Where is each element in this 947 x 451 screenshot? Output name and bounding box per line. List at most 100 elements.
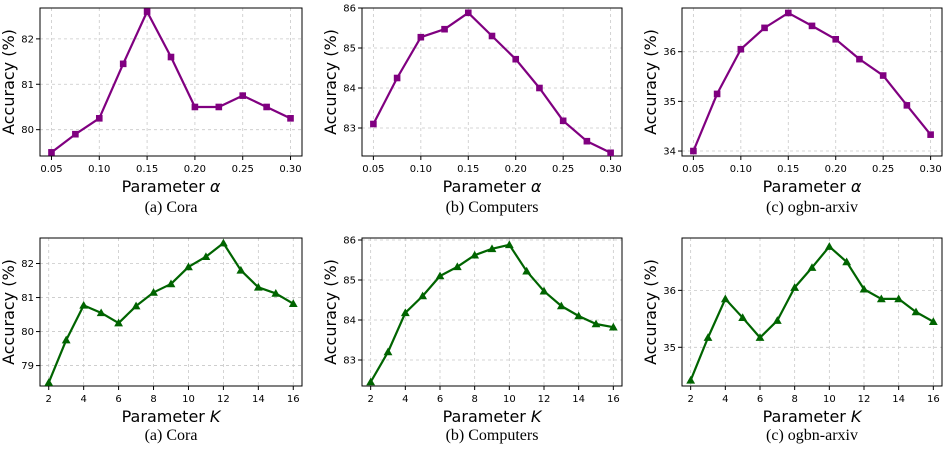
chart-b-computers-alpha: 0.05 0.10 0.15 0.20 0.25 0.30 83 84 85 86 Accuracy… [321,4,623,216]
x-axis-label-text: Parameter [443,407,527,426]
x-axis-label-text: Parameter [443,177,527,196]
x-tick-label: 0.30 [279,164,301,175]
y-axis-label: Accuracy (%) [321,29,340,135]
x-tick-label: 0.25 [872,164,894,175]
x-axis-label: Parameter α [763,177,862,196]
chart-caption: (a) Cora [145,199,198,216]
data-point [894,294,904,303]
data-point [288,299,298,307]
x-tick-label: 12 [858,394,871,405]
data-point [435,271,445,280]
data-point [928,317,938,325]
x-tick-label: 0.25 [232,164,254,175]
data-point [219,238,228,247]
y-tick-label: 34 [663,147,676,158]
y-axis-label: Accuracy (%) [641,259,660,365]
y-tick-label: 84 [343,316,356,327]
chart-caption: (c) ogbn-arxiv [766,199,858,216]
data-point [470,250,480,259]
data-point [464,9,472,17]
x-tick-label: 10 [503,394,516,405]
data-point [452,262,462,271]
x-tick-label: 2 [367,394,373,405]
y-tick-label: 86 [343,4,356,15]
x-tick-label: 0.15 [777,164,799,175]
x-tick-label: 4 [402,394,408,405]
chart-caption: (c) ogbn-arxiv [766,427,858,444]
y-axis-label: Accuracy (%) [321,259,340,365]
data-point [400,308,410,317]
x-tick-label: 8 [791,394,797,405]
x-axis-label-text: Parameter [122,177,206,196]
data-point [383,347,393,356]
data-point [686,375,696,384]
chart-caption: (b) Computers [446,427,539,444]
x-tick-label: 12 [538,394,551,405]
y-tick-label: 83 [343,124,356,135]
x-tick-label: 6 [115,394,121,405]
x-tick-label: 14 [892,394,905,405]
data-point [488,32,496,40]
x-axis-label-text: Parameter [763,177,847,196]
x-tick-label: 0.30 [919,164,941,175]
y-axis-label: Accuracy (%) [0,259,18,365]
data-point [737,45,745,53]
data-point [215,103,223,111]
data-point [236,265,246,274]
data-point [79,300,89,309]
data-point [903,102,911,109]
y-tick-label: 83 [343,356,356,367]
x-tick-label: 0.20 [184,164,206,175]
data-point [366,377,376,386]
chart-caption: (b) Computers [446,199,539,216]
x-tick-label: 0.25 [552,164,574,175]
data-point [263,103,270,111]
x-tick-label: 2 [687,394,693,405]
x-tick-label: 16 [287,394,300,405]
x-tick-label: 0.15 [457,164,479,175]
series-line [692,11,932,152]
data-point [607,149,614,157]
data-point [583,137,591,145]
x-tick-label: 0.30 [599,164,621,175]
data-point [859,284,869,293]
data-point [761,24,768,32]
plot-frame [361,7,623,157]
data-point [191,103,199,111]
chart-b-computers-k: 2 4 6 8 10 12 14 16 83 84 85 86 Accuracy (%) Paramete… [321,236,623,444]
x-tick-label: 6 [437,394,443,405]
data-point [131,301,141,310]
data-point [48,149,55,156]
data-point [832,35,840,43]
data-point [856,55,863,63]
x-axis-label-symbol: α [210,177,221,196]
data-point [487,244,497,253]
data-point [927,131,934,138]
data-point [574,311,584,320]
data-point [808,22,816,30]
y-tick-label: 81 [21,80,34,91]
y-tick-label: 82 [21,259,34,270]
x-axis-label: Parameter K [122,407,222,426]
x-tick-label: 14 [252,394,265,405]
series-line [50,10,292,154]
data-point [167,53,175,61]
x-axis-label: Parameter K [763,407,863,426]
x-axis-label-text: Parameter [763,407,847,426]
data-point [166,279,176,288]
plot-frame [39,7,303,157]
data-point [879,72,887,79]
data-point [72,130,79,138]
x-tick-label: 10 [823,394,836,405]
data-point [703,333,713,341]
x-tick-label: 16 [927,394,940,405]
data-point [370,120,377,128]
data-point [287,115,294,122]
x-tick-label: 2 [46,394,52,405]
plot-frame [681,7,943,157]
data-point [61,335,71,344]
